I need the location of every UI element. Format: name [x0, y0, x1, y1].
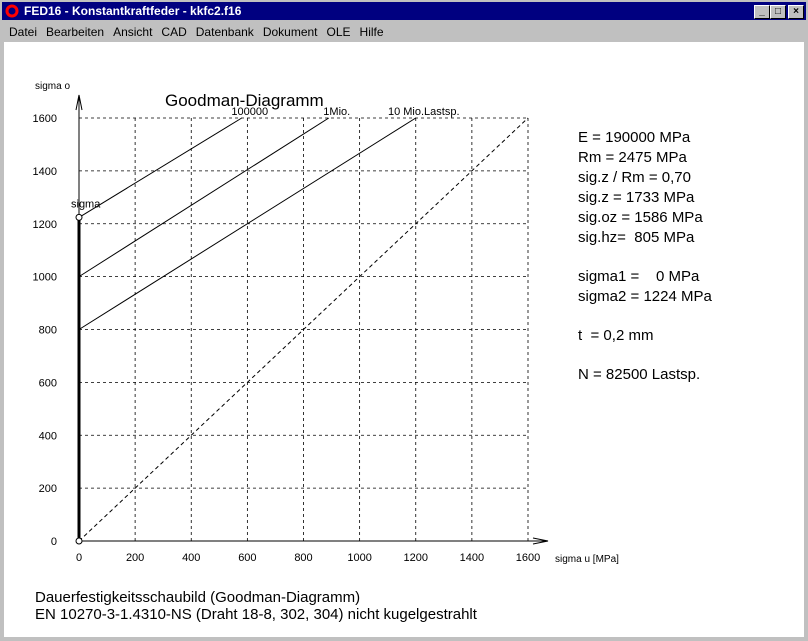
y-tick-label: 0	[51, 536, 57, 548]
series-line	[78, 117, 529, 542]
series-line	[78, 117, 330, 278]
y-tick-label: 600	[39, 377, 57, 389]
series-line	[78, 117, 417, 330]
sigma-point	[75, 537, 83, 545]
sigma-label: sigma	[71, 198, 101, 210]
menu-item[interactable]: Datei	[9, 25, 38, 39]
x-tick-label: 1400	[460, 552, 484, 564]
x-axis-arrow	[532, 537, 549, 545]
x-tick-label: 200	[126, 552, 144, 564]
y-axis-arrow	[75, 94, 83, 111]
y-tick-label: 1400	[33, 166, 57, 178]
series-label: 10 Mio.Lastsp.	[388, 106, 460, 118]
footer-text: Dauerfestigkeitsschaubild (Goodman-Diagr…	[35, 589, 360, 606]
title-bar: FED16 - Konstantkraftfeder - kkfc2.f16 _…	[2, 2, 806, 20]
window-title: FED16 - Konstantkraftfeder - kkfc2.f16	[24, 4, 242, 18]
series-label: 100000	[231, 106, 268, 118]
info-text: t = 0,2 mm	[578, 327, 653, 344]
x-axis-label: sigma u [MPa]	[555, 554, 619, 565]
chart-title: Goodman-Diagramm	[165, 91, 324, 110]
client-area	[4, 42, 804, 637]
menu-bar: Datei Bearbeiten Ansicht CAD Datenbank Dokume…	[4, 22, 388, 42]
y-tick-label: 1200	[33, 219, 57, 231]
maximize-button[interactable]: □	[770, 5, 786, 19]
info-text: sig.oz = 1586 MPa	[578, 209, 703, 226]
x-tick-label: 400	[182, 552, 200, 564]
menu-item[interactable]: Datenbank	[195, 25, 254, 39]
x-tick-label: 600	[238, 552, 256, 564]
footer-text: EN 10270-3-1.4310-NS (Draht 18-8, 302, 3…	[35, 606, 478, 623]
menu-item[interactable]: OLE	[326, 25, 351, 39]
info-text: sigma2 = 1224 MPa	[578, 288, 712, 305]
x-tick-label: 1200	[404, 552, 428, 564]
y-tick-label: 200	[39, 483, 57, 495]
info-text: E = 190000 MPa	[578, 129, 691, 146]
x-tick-label: 800	[294, 552, 312, 564]
info-text: N = 82500 Lastsp.	[578, 366, 700, 383]
info-text: Rm = 2475 MPa	[578, 149, 687, 166]
menu-item[interactable]: Ansicht	[113, 25, 153, 39]
menu-item[interactable]: Dokument	[262, 25, 318, 39]
info-text: sig.z / Rm = 0,70	[578, 169, 691, 186]
series-line	[78, 117, 243, 218]
x-tick-label: 1600	[516, 552, 540, 564]
y-tick-label: 1000	[33, 272, 57, 284]
x-tick-label: 0	[76, 552, 82, 564]
y-tick-label: 1600	[33, 113, 57, 125]
x-tick-label: 1000	[347, 552, 371, 564]
info-text: sig.hz= 805 MPa	[578, 229, 695, 246]
menu-item[interactable]: Hilfe	[359, 25, 384, 39]
series-label: 1Mio.	[323, 106, 350, 118]
menu-item[interactable]: CAD	[161, 25, 187, 39]
menu-item[interactable]: Bearbeiten	[46, 25, 105, 39]
minimize-button[interactable]: _	[754, 5, 770, 19]
y-tick-label: 800	[39, 325, 57, 337]
sigma-point	[75, 213, 83, 221]
app-icon	[5, 4, 19, 18]
info-text: sigma1 = 0 MPa	[578, 268, 700, 285]
y-tick-label: 400	[39, 430, 57, 442]
close-button[interactable]: ×	[788, 5, 804, 19]
info-text: sig.z = 1733 MPa	[578, 189, 695, 206]
y-axis-label: sigma o	[35, 81, 70, 92]
